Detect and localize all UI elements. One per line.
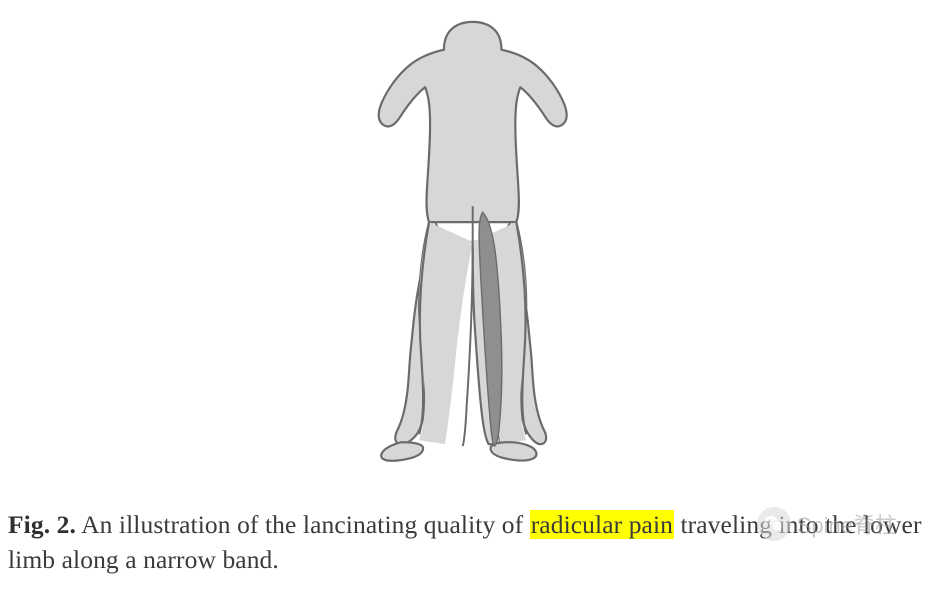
body-posterior-diagram [324, 8, 621, 464]
figure-label: Fig. 2. [8, 510, 76, 539]
left-foot [381, 442, 423, 461]
left-leg-fill [419, 222, 473, 444]
caption-text-before: An illustration of the lancinating quali… [81, 510, 530, 539]
body-outline [379, 22, 567, 222]
watermark-text: Spine脊柱 [797, 508, 897, 540]
anatomical-illustration [0, 0, 945, 469]
right-foot [490, 442, 536, 460]
highlighted-term: radicular pain [530, 510, 674, 539]
wechat-watermark: Spine脊柱 [757, 507, 897, 541]
figure-container: Fig. 2. An illustration of the lancinati… [0, 0, 945, 589]
wechat-icon [757, 507, 791, 541]
